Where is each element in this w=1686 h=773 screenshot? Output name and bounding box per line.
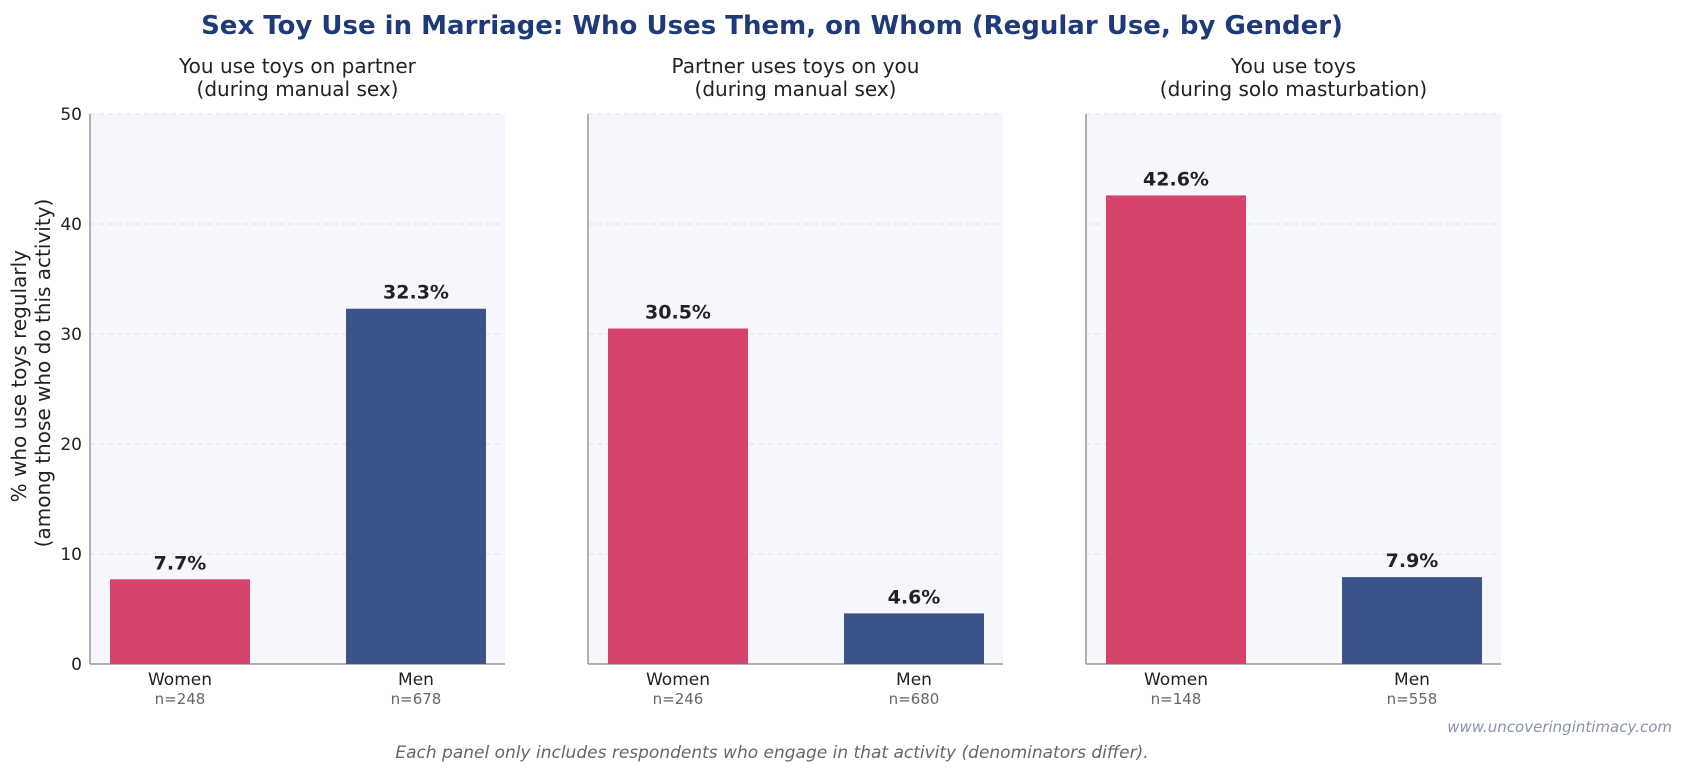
panel-title-line2: (during solo masturbation): [1160, 77, 1427, 101]
y-tick-label: 20: [60, 435, 82, 455]
chart-title: Sex Toy Use in Marriage: Who Uses Them, …: [201, 11, 1343, 41]
value-label: 4.6%: [888, 586, 941, 608]
sample-size-label: n=148: [1151, 690, 1202, 708]
chart-panel-3: You use toys(during solo masturbation) 42…: [1085, 54, 1501, 708]
x-tick-label: Women: [148, 670, 212, 690]
sample-size-label: n=678: [391, 690, 442, 708]
x-tick-label: Men: [1394, 670, 1430, 690]
y-tick-label: 10: [60, 545, 82, 565]
y-tick-label: 40: [60, 215, 82, 235]
chart-panel-1: 0 10 20 30 40 50 You use toys on partner(durin…: [60, 54, 505, 708]
bar-women: [1106, 195, 1246, 664]
y-axis-label-line1: % who use toys regularly: [7, 250, 31, 502]
x-tick-label: Women: [1144, 670, 1208, 690]
watermark: www.uncoveringintimacy.com: [1447, 718, 1672, 736]
sample-size-label: n=246: [653, 690, 704, 708]
bar-women: [110, 579, 250, 664]
y-axis-label-line2: (among those who do this activity): [31, 199, 55, 548]
panel-title-line2: (during manual sex): [695, 77, 897, 101]
y-tick-label: 50: [60, 105, 82, 125]
bar-women: [608, 328, 748, 664]
value-label: 32.3%: [383, 282, 449, 304]
x-tick-label: Men: [896, 670, 932, 690]
value-label: 7.7%: [154, 552, 207, 574]
bar-men: [346, 308, 486, 664]
y-tick-label: 0: [71, 655, 82, 675]
sample-size-label: n=680: [889, 690, 940, 708]
value-label: 30.5%: [645, 302, 711, 324]
panel-title-line1: Partner uses toys on you: [672, 54, 920, 78]
panel-title-line1: You use toys: [1230, 54, 1356, 78]
value-label: 42.6%: [1143, 168, 1209, 190]
panel-title-line2: (during manual sex): [197, 77, 399, 101]
value-label: 7.9%: [1386, 550, 1439, 572]
y-tick-label: 30: [60, 325, 82, 345]
sample-size-label: n=558: [1387, 690, 1438, 708]
panel-title-line1: You use toys on partner: [178, 54, 417, 78]
x-tick-label: Men: [398, 670, 434, 690]
bar-men: [1342, 577, 1482, 664]
x-tick-label: Women: [646, 670, 710, 690]
chart-panel-2: Partner uses toys on you(during manual s…: [587, 54, 1003, 708]
y-axis-label: % who use toys regularly (among those wh…: [7, 199, 55, 548]
footnote: Each panel only includes respondents who…: [395, 743, 1148, 763]
sample-size-label: n=248: [155, 690, 206, 708]
bar-men: [844, 613, 984, 664]
